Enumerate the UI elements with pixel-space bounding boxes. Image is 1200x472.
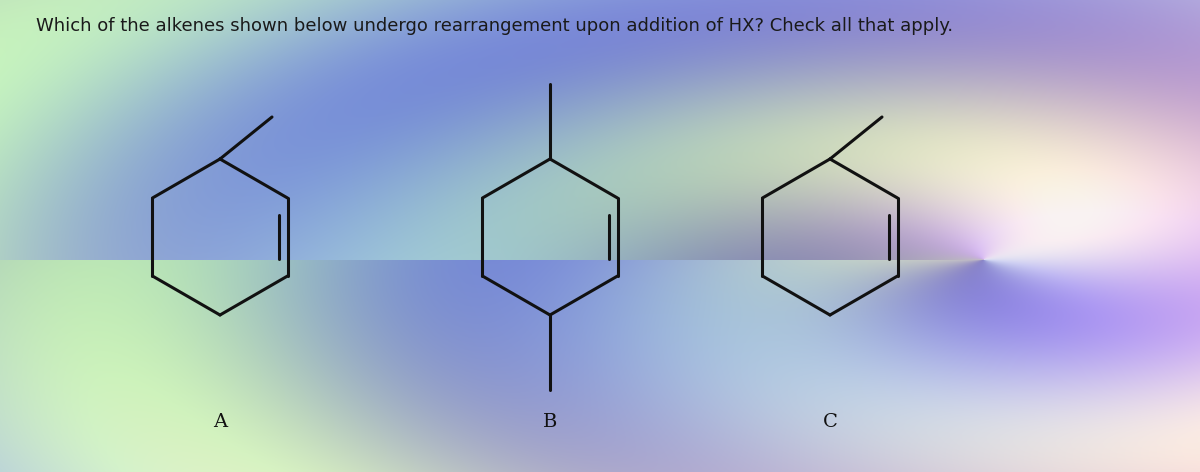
Text: C: C [822,413,838,431]
Text: A: A [212,413,227,431]
Text: Which of the alkenes shown below undergo rearrangement upon addition of HX? Chec: Which of the alkenes shown below undergo… [36,17,953,34]
Text: B: B [542,413,557,431]
